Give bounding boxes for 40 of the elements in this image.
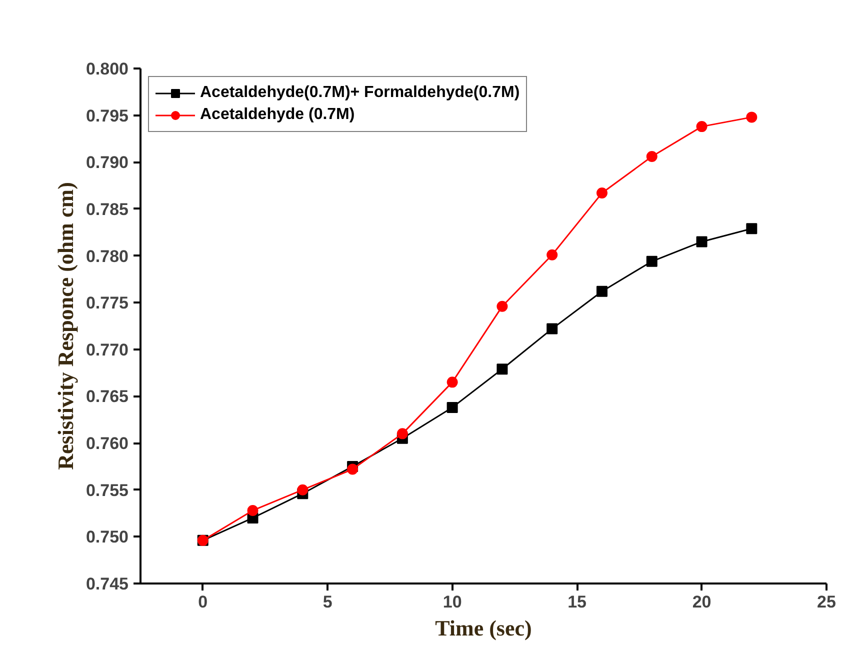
y-tick-label: 0.765 — [86, 387, 129, 406]
y-axis-title: Resistivity Responce (ohm cm) — [52, 182, 78, 470]
point — [746, 112, 758, 123]
point — [546, 323, 558, 334]
point — [396, 428, 408, 440]
y-tick-label: 0.785 — [86, 200, 129, 219]
y-tick-label: 0.775 — [86, 294, 129, 313]
point — [646, 151, 658, 162]
y-tick-label: 0.760 — [86, 434, 129, 454]
x-tick-label: 15 — [568, 592, 587, 612]
point — [696, 236, 708, 248]
point — [446, 402, 458, 413]
point — [746, 223, 758, 234]
y-tick-label: 0.790 — [86, 153, 129, 172]
x-tick-label: 0 — [198, 592, 208, 612]
y-tick-label: 0.780 — [86, 246, 129, 266]
x-tick-label: 10 — [442, 592, 462, 612]
y-tick-label: 0.770 — [86, 340, 129, 360]
x-axis-title: Time (sec) — [435, 616, 532, 640]
x-tick-label: 5 — [322, 592, 332, 612]
point — [646, 256, 658, 267]
y-tick-label: 0.795 — [86, 106, 129, 126]
point — [347, 464, 358, 475]
point — [496, 300, 508, 312]
y-tick-label: 0.800 — [86, 60, 129, 78]
legend-label: Acetaldehyde(0.7M)+ Formaldehyde(0.7M) — [200, 84, 520, 102]
x-tick-label: 20 — [692, 592, 712, 612]
x-tick-label: 25 — [817, 592, 836, 612]
y-tick-label: 0.745 — [86, 574, 129, 594]
legend-label: Acetaldehyde (0.7M) — [200, 106, 355, 124]
y-tick-label: 0.750 — [86, 528, 129, 547]
point — [696, 121, 708, 132]
point — [496, 364, 508, 375]
point — [596, 188, 608, 199]
point — [297, 484, 308, 496]
point — [546, 249, 558, 260]
y-tick-label: 0.755 — [86, 480, 129, 500]
point — [247, 504, 258, 516]
point — [446, 376, 458, 388]
point — [596, 286, 608, 297]
